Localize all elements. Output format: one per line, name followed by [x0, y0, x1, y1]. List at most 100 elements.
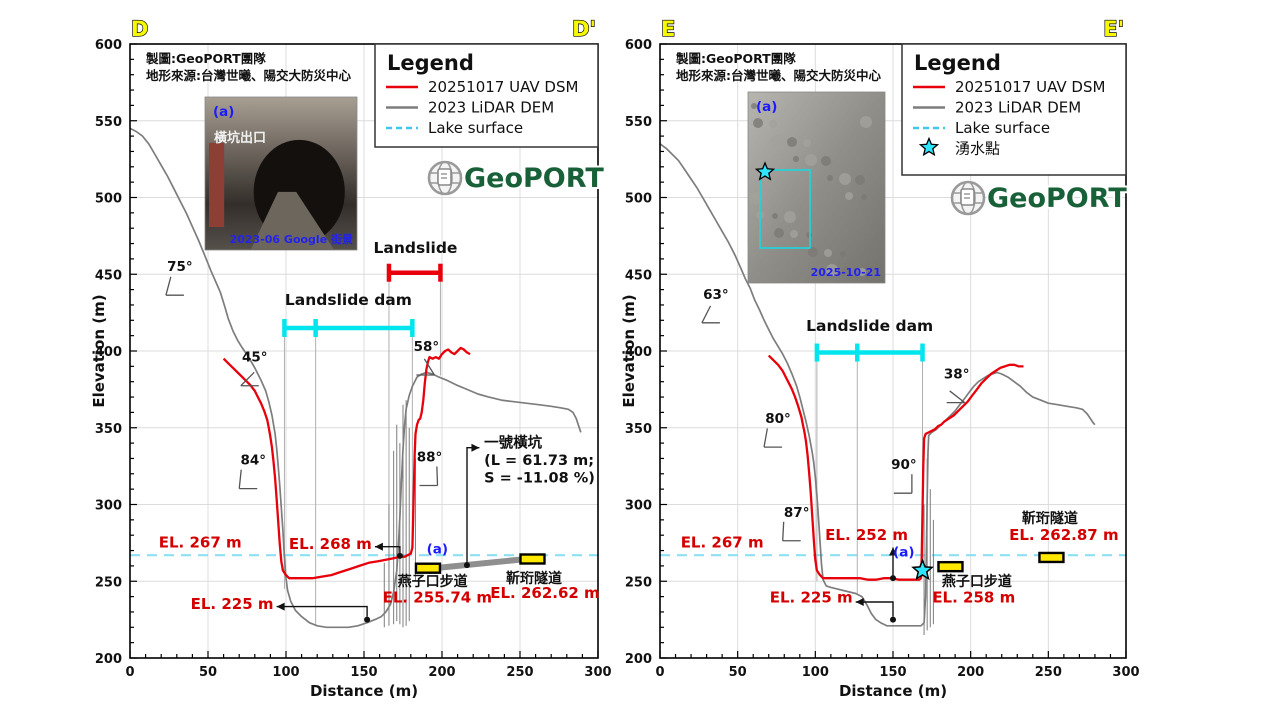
- panel-D: Landslide dam Landslide 0 50 100 150 200 250 300…: [90, 16, 612, 700]
- slope-angle-annotation: 88°: [417, 450, 443, 487]
- bar-label: Landslide dam: [806, 317, 933, 335]
- feature-label: 靳珩隧道: [506, 570, 562, 587]
- angle-mark-slant: [782, 521, 785, 541]
- slope-angle-annotation: 58°: [414, 339, 439, 376]
- elevation-label: EL. 262.62 m: [490, 584, 599, 602]
- slope-angle-annotation: 75°: [165, 259, 193, 296]
- elevation-label: EL. 267 m: [159, 533, 242, 551]
- bar-label: Landslide dam: [285, 291, 412, 309]
- feature-label: 靳珩隧道: [1022, 510, 1078, 527]
- x-tick-label: 150: [350, 665, 377, 680]
- document-icon: [437, 168, 452, 186]
- y-tick-label: 200: [625, 652, 652, 667]
- x-tick-label: 250: [1035, 665, 1062, 680]
- elevation-label: EL. 267 m: [681, 533, 764, 551]
- terrain-source-line: 地形來源:台灣世曦、陽交大防災中心: [676, 68, 881, 83]
- x-tick-label: 50: [729, 665, 747, 680]
- slope-angle-annotation: 63°: [701, 287, 729, 324]
- geoport-logo: GeoPORT: [950, 180, 1129, 216]
- angle-mark-slant: [238, 469, 242, 489]
- reference-dot: [463, 562, 470, 569]
- elevation-label: EL. 225 m: [191, 595, 274, 613]
- photo-date: 2023-06 Google 街景: [230, 232, 353, 246]
- rubble-texture: [827, 175, 833, 181]
- legend-title: Legend: [387, 51, 474, 75]
- tunnel-portal-box: [414, 562, 442, 574]
- rubble-texture: [860, 116, 872, 128]
- slope-angle-annotation: 80°: [763, 411, 791, 448]
- arrow-head: [889, 547, 897, 556]
- y-tick-label: 200: [95, 652, 122, 667]
- photo-a-label: (a): [213, 104, 234, 120]
- sign-post: [209, 142, 225, 228]
- adit-note-line: S = -11.08 %): [484, 471, 595, 487]
- y-tick-label: 600: [95, 38, 122, 53]
- legend-item-label: 20251017 UAV DSM: [428, 78, 578, 96]
- y-tick-label: 500: [95, 192, 122, 207]
- arrow-head: [855, 597, 864, 606]
- angle-label: 88°: [417, 450, 443, 466]
- adit-note-line: (L = 61.73 m;: [484, 453, 594, 469]
- reference-dot: [890, 616, 896, 623]
- lidar-dem-line: [129, 127, 582, 629]
- x-tick-label: 200: [428, 665, 455, 680]
- rubble-texture: [839, 173, 851, 185]
- photo-inset: (a) 橫坑出口 2023-06 Google 街景: [204, 96, 358, 251]
- angle-label: 87°: [784, 505, 810, 521]
- arrow-head: [374, 542, 383, 551]
- y-tick-label: 300: [95, 499, 122, 514]
- feature-label: 燕子口步道: [398, 573, 468, 590]
- x-tick-label: 200: [957, 665, 984, 680]
- x-tick-label: 300: [1112, 665, 1139, 680]
- y-tick-label: 250: [95, 575, 122, 590]
- tunnel-portal-box: [937, 560, 964, 573]
- slope-angle-annotation: 87°: [782, 505, 810, 542]
- angle-mark-slant: [701, 305, 712, 324]
- rubble-texture: [750, 192, 762, 204]
- angle-mark-slant: [240, 371, 255, 387]
- rubble-texture: [803, 139, 811, 147]
- annotation-arrow: [276, 605, 368, 617]
- photo-a-label: (a): [756, 99, 777, 115]
- y-tick-label: 400: [95, 345, 122, 360]
- angle-mark-slant: [165, 276, 172, 296]
- x-axis-title: Distance (m): [310, 682, 418, 700]
- slope-angle-annotation: 84°: [238, 453, 266, 490]
- map-credit-line: 製圖:GeoPORT團隊: [145, 51, 266, 66]
- landslide-dam-marker: Landslide dam: [806, 317, 933, 362]
- rubble-texture: [824, 249, 832, 257]
- rubble-texture: [806, 232, 812, 238]
- legend-item-label: 2023 LiDAR DEM: [955, 99, 1081, 117]
- adit-note-line: 一號橫坑: [484, 434, 542, 452]
- angle-label: 84°: [240, 453, 266, 469]
- legend-box: [901, 43, 1127, 176]
- rubble-texture: [855, 175, 865, 185]
- rubble-texture: [772, 213, 778, 219]
- y-tick-label: 450: [625, 268, 652, 283]
- annotation-arrow: [855, 601, 894, 617]
- angle-label: 80°: [765, 411, 791, 427]
- annotation-arrow: [466, 447, 480, 563]
- y-tick-label: 600: [625, 38, 652, 53]
- rubble-texture: [751, 103, 757, 109]
- geoport-wordmark: GeoPORT: [987, 183, 1127, 214]
- slope-angle-annotation: 38°: [944, 367, 969, 404]
- x-tick-label: 300: [584, 665, 611, 680]
- landslide-dam-marker: Landslide dam: [282, 291, 415, 337]
- x-axis-title: Distance (m): [839, 682, 947, 700]
- landslide-marker: Landslide: [374, 239, 457, 282]
- rubble-texture: [821, 156, 831, 166]
- y-tick-label: 400: [625, 345, 652, 360]
- photo-date: 2025-10-21: [811, 266, 881, 279]
- angle-mark-slant: [423, 358, 435, 376]
- angle-mark-slant: [949, 390, 966, 404]
- feature-label: 燕子口步道: [942, 573, 1012, 590]
- elevation-label: EL. 258 m: [932, 589, 1015, 607]
- angle-mark-slant: [436, 466, 439, 486]
- rubble-texture: [787, 137, 797, 147]
- y-tick-label: 550: [95, 115, 122, 130]
- legend-item-label: 20251017 UAV DSM: [955, 78, 1105, 96]
- annotation-arrow: [374, 546, 401, 554]
- x-tick-label: 150: [879, 665, 906, 680]
